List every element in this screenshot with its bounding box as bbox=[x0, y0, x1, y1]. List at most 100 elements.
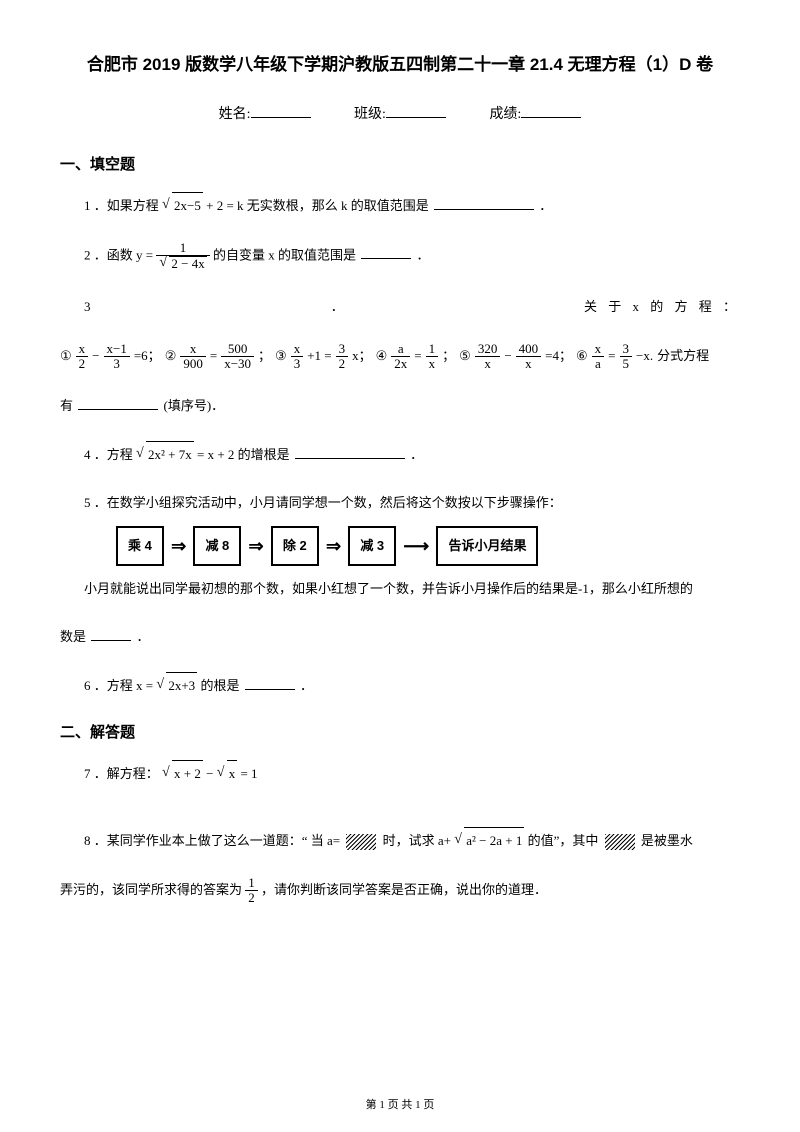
q1-sqrt-body: 2x−5 bbox=[172, 192, 203, 219]
q6-blank bbox=[245, 689, 295, 690]
q5-blank bbox=[91, 640, 131, 641]
q4-sqrt: 2x² + 7x bbox=[136, 441, 194, 468]
q5-l3b: ． bbox=[137, 629, 150, 644]
arrow-icon: ⟶ bbox=[403, 528, 429, 564]
flow-step-5: 告诉小月结果 bbox=[436, 526, 538, 566]
t: ； bbox=[442, 342, 455, 371]
q3-num: 3 bbox=[84, 294, 91, 320]
q7-s2b: x bbox=[227, 760, 238, 787]
f: 320 bbox=[475, 342, 501, 357]
f: 900 bbox=[180, 357, 206, 371]
f: 500 bbox=[221, 342, 254, 357]
q2-yeq: y = bbox=[136, 247, 153, 262]
flow-step-2: 减 8 bbox=[193, 526, 241, 566]
q5-line1: 5 ．在数学小组探究活动中，小月请同学想一个数，然后将这个数按以下步骤操作： bbox=[84, 490, 740, 516]
q6-sqrt: 2x+3 bbox=[156, 672, 197, 699]
question-2: 2 ．函数 y = 1 2 − 4x 的自变量 x 的取值范围是 ． bbox=[60, 241, 740, 272]
f: 3 bbox=[291, 357, 304, 371]
f: 2x bbox=[391, 357, 410, 371]
f: 3 bbox=[104, 357, 130, 371]
q6-sqrt-body: 2x+3 bbox=[166, 672, 197, 699]
q3-l3c: (填序号)． bbox=[164, 398, 225, 413]
q5-line2: 小月就能说出同学最初想的那个数，如果小红想了一个数，并告诉小月操作后的结果是-1… bbox=[84, 576, 740, 602]
q8-l2a: 弄污的，该同学所求得的答案为 bbox=[60, 882, 242, 897]
f: x bbox=[291, 342, 304, 357]
f: 3 bbox=[620, 342, 633, 357]
q3-c1: ① bbox=[60, 342, 72, 371]
q8-sqrt-body: a² − 2a + 1 bbox=[464, 827, 524, 854]
f: a bbox=[592, 357, 605, 371]
class-label: 班级: bbox=[354, 107, 386, 122]
q5-l3a: 数是 bbox=[60, 629, 86, 644]
question-7: 7 ．解方程： x + 2 − x = 1 bbox=[60, 760, 740, 787]
q8-fn: 1 bbox=[245, 876, 258, 891]
q6-mid: 的根是 bbox=[200, 678, 239, 693]
q4-suffix: ． bbox=[410, 447, 423, 462]
q1-mid: + 2 = k 无实数根，那么 k 的取值范围是 bbox=[206, 198, 429, 213]
f: 2 bbox=[76, 357, 89, 371]
page-footer: 第 1 页 共 1 页 bbox=[0, 1096, 800, 1112]
q4-sqrt-body: 2x² + 7x bbox=[146, 441, 194, 468]
section-1-header: 一、填空题 bbox=[60, 153, 740, 174]
q7-prefix: 7 ．解方程： bbox=[84, 766, 159, 781]
q3-blank bbox=[78, 409, 158, 410]
q2-mid: 的自变量 x 的取值范围是 bbox=[213, 247, 356, 262]
q8-l1c: 的值”，其中 bbox=[528, 833, 599, 848]
q3-c4: ④ bbox=[376, 342, 388, 371]
q1-suffix: ． bbox=[539, 198, 552, 213]
t: =4； bbox=[545, 342, 572, 371]
flow-step-4: 减 3 bbox=[348, 526, 396, 566]
class-blank bbox=[386, 117, 446, 118]
q7-eq: = 1 bbox=[240, 766, 257, 781]
name-blank bbox=[251, 117, 311, 118]
q4-blank bbox=[295, 458, 405, 459]
q3-c2: ② bbox=[165, 342, 177, 371]
f: a bbox=[391, 342, 410, 357]
flow-step-1: 乘 4 bbox=[116, 526, 164, 566]
q1-blank bbox=[434, 209, 534, 210]
q1-sqrt: 2x−5 bbox=[162, 192, 203, 219]
f: 3 bbox=[336, 342, 349, 357]
t: = bbox=[210, 342, 217, 371]
q2-suffix: ． bbox=[416, 247, 429, 262]
q7-minus: − bbox=[206, 766, 217, 781]
f: 400 bbox=[516, 342, 542, 357]
arrow-icon: ⇒ bbox=[326, 528, 341, 564]
question-3: 3 ． 关 于 x 的 方 程 ： bbox=[60, 294, 740, 320]
q8-fraction: 1 2 bbox=[245, 876, 258, 906]
question-5-line3: 数是 ． bbox=[60, 624, 740, 650]
t: −x. bbox=[636, 342, 653, 371]
question-6: 6 ．方程 x = 2x+3 的根是 ． bbox=[60, 672, 740, 699]
f: x bbox=[76, 342, 89, 357]
question-3-line3: 有 (填序号)． bbox=[60, 393, 740, 419]
f: x−30 bbox=[221, 357, 254, 371]
q2-fraction: 1 2 − 4x bbox=[156, 241, 209, 272]
q8-l2b: ，请你判断该同学答案是否正确，说出你的道理． bbox=[261, 882, 547, 897]
q8-sqrt: a² − 2a + 1 bbox=[454, 827, 524, 854]
q6-prefix: 6 ．方程 x = bbox=[84, 678, 153, 693]
t: 分式方程 bbox=[657, 342, 709, 371]
q8-l1d: 是被墨水 bbox=[641, 833, 693, 848]
t: +1 = bbox=[307, 342, 331, 371]
q4-mid: = x + 2 的增根是 bbox=[197, 447, 290, 462]
f: x bbox=[592, 342, 605, 357]
question-3-equations: ① x2 − x−13 =6； ② x900 = 500x−30 ； ③ x3 … bbox=[60, 342, 740, 372]
question-4: 4 ．方程 2x² + 7x = x + 2 的增根是 ． bbox=[60, 441, 740, 468]
f: 1 bbox=[426, 342, 439, 357]
q3-c5: ⑤ bbox=[459, 342, 471, 371]
f: x bbox=[426, 357, 439, 371]
t: = bbox=[608, 342, 615, 371]
q3-l3b: 有 bbox=[60, 398, 73, 413]
q4-prefix: 4 ．方程 bbox=[84, 447, 133, 462]
f: 5 bbox=[620, 357, 633, 371]
student-info-row: 姓名: 班级: 成绩: bbox=[60, 103, 740, 123]
q2-num: 1 bbox=[156, 241, 209, 256]
q7-s1b: x + 2 bbox=[172, 760, 203, 787]
q8-l1a: 8 ．某同学作业本上做了这么一道题：“ 当 a= bbox=[84, 833, 340, 848]
t: − bbox=[504, 342, 511, 371]
ink-smudge-icon bbox=[346, 834, 376, 850]
score-label: 成绩: bbox=[489, 107, 521, 122]
section-2-header: 二、解答题 bbox=[60, 721, 740, 742]
name-label: 姓名: bbox=[219, 107, 251, 122]
f: x bbox=[516, 357, 542, 371]
